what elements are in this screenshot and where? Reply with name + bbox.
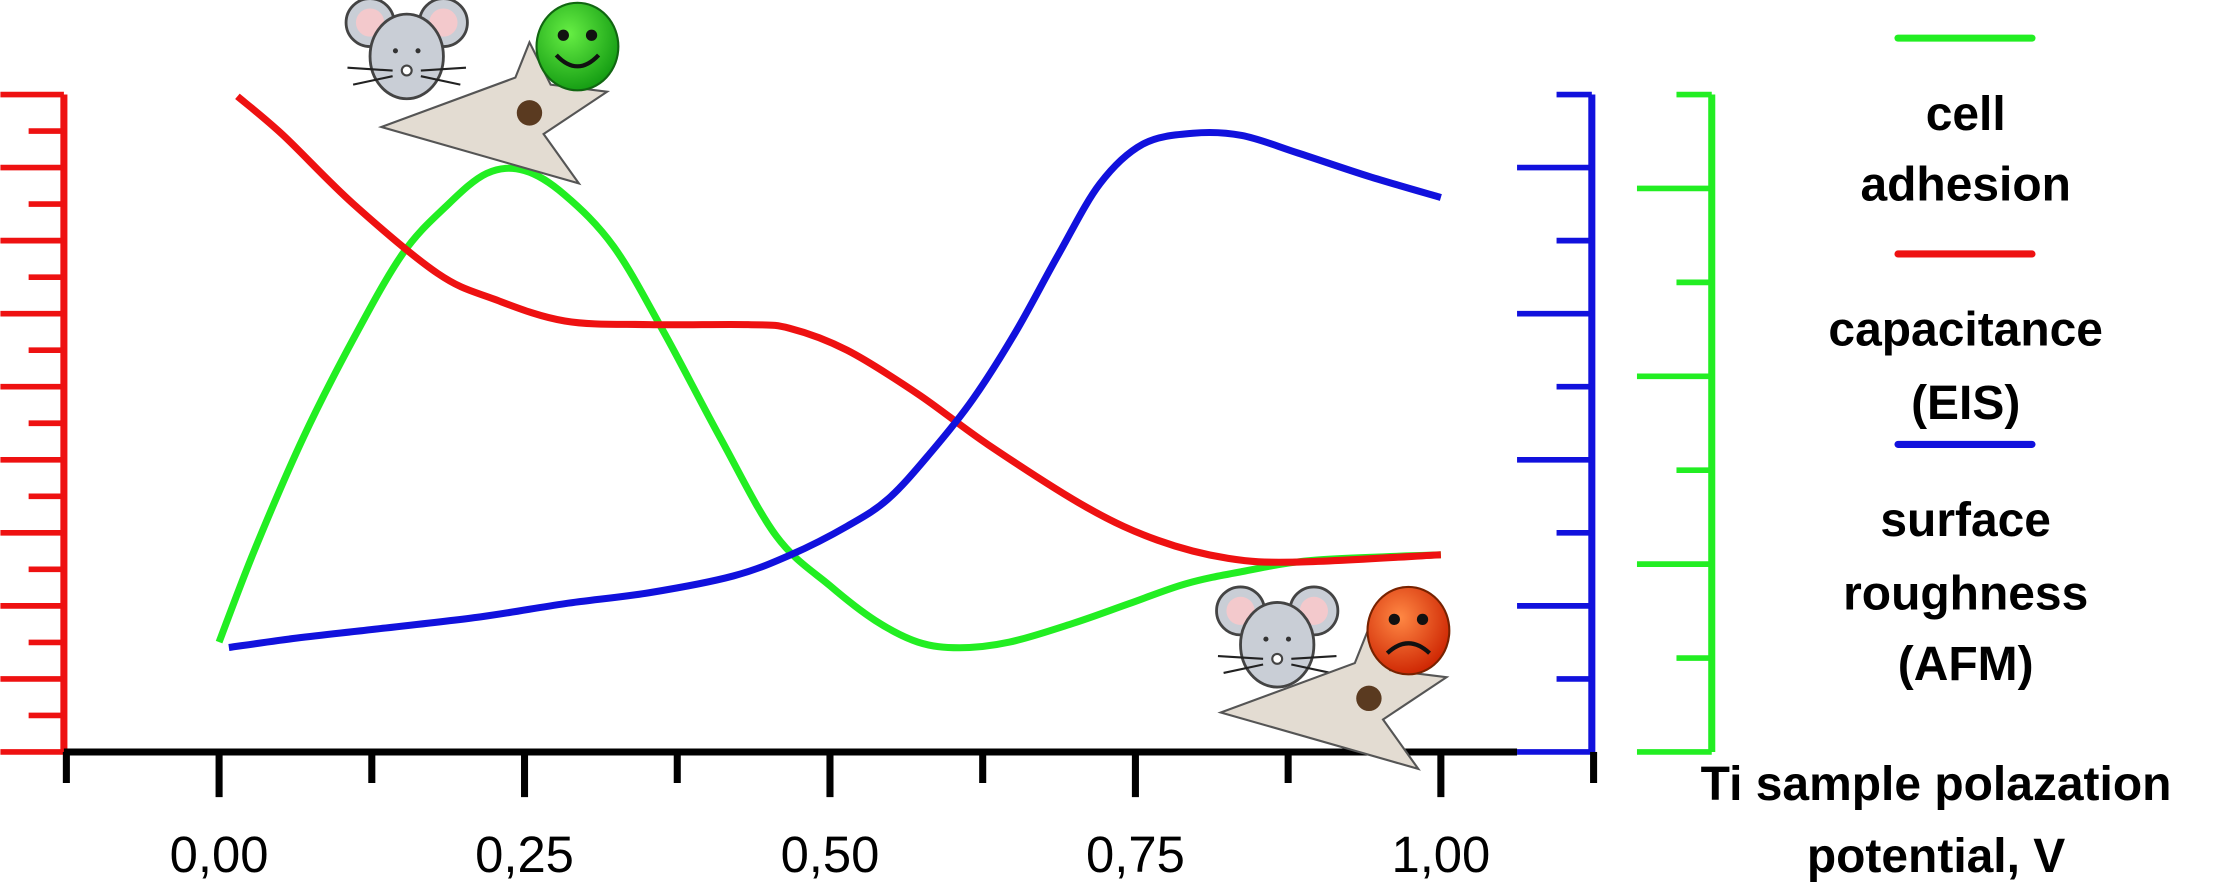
series-line-cell-adhesion [215, 164, 1442, 652]
x-tick-label: 1,00 [1391, 826, 1490, 883]
happy-face-icon [535, 1, 620, 92]
x-axis-label-line1: Ti sample polazation [1701, 758, 2172, 811]
series-lines [215, 93, 1442, 652]
legend-label-capacitance-1: capacitance [1828, 304, 2103, 357]
series-line-capacitance-eis [235, 93, 1442, 566]
sad-mouse-cell-icon [1215, 585, 1451, 770]
x-tick-label: 0,75 [1086, 826, 1185, 883]
sad-face-icon [1366, 585, 1451, 676]
legend-label-cell-adhesion-2: adhesion [1860, 158, 2070, 211]
series-line-surface-roughness-afm [228, 128, 1442, 652]
x-tick-label: 0,50 [781, 826, 880, 883]
x-tick-labels: 0,00 0,25 0,50 0,75 1,00 [170, 826, 1491, 883]
x-tick-label: 0,00 [170, 826, 269, 883]
legend-label-capacitance-2: (EIS) [1911, 377, 2020, 430]
happy-mouse-cell-icon [344, 0, 620, 185]
legend-label-roughness-1: surface [1880, 494, 2051, 547]
legend: cell adhesion capacitance (EIS) surface … [1828, 34, 2103, 691]
axes [0, 91, 1716, 798]
x-tick-label: 0,25 [475, 826, 574, 883]
legend-label-cell-adhesion-1: cell [1926, 88, 2006, 141]
x-axis-label-line2: potential, V [1807, 830, 2065, 883]
legend-label-roughness-3: (AFM) [1898, 638, 2034, 691]
legend-label-roughness-2: roughness [1843, 567, 2088, 620]
